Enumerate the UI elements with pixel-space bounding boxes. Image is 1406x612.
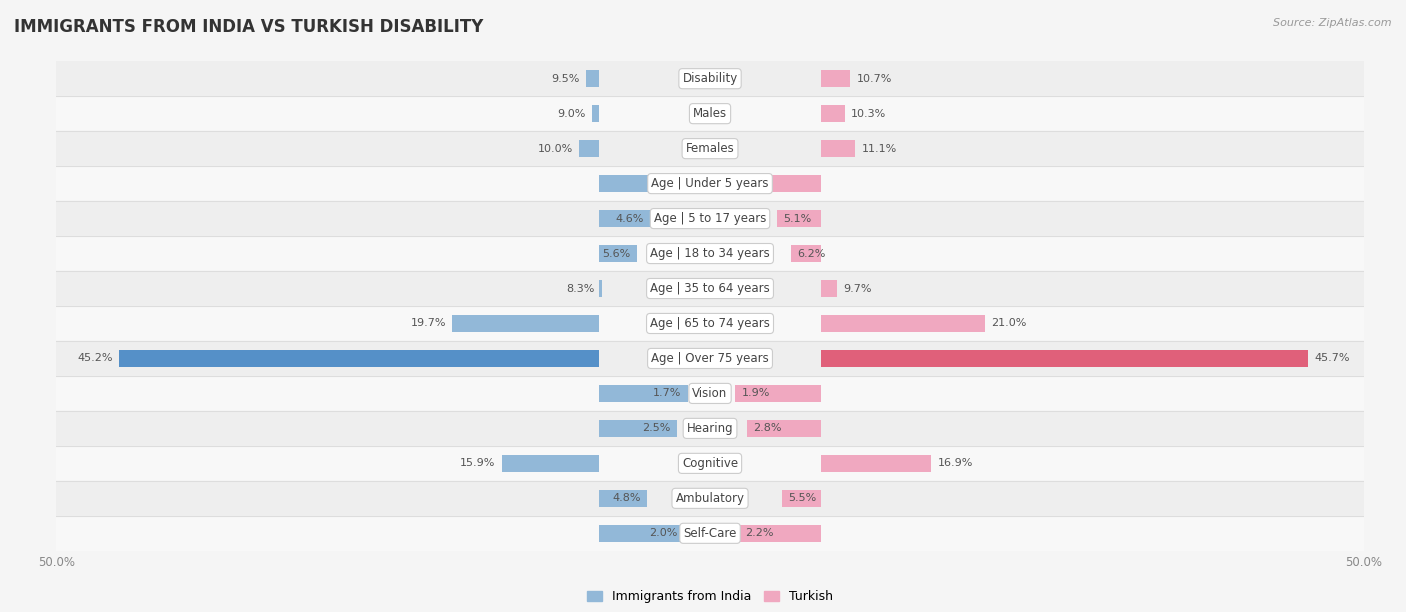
Text: 10.3%: 10.3% xyxy=(851,109,887,119)
Text: Females: Females xyxy=(686,142,734,155)
Text: 1.9%: 1.9% xyxy=(741,389,770,398)
Text: 9.5%: 9.5% xyxy=(551,73,579,84)
Text: Source: ZipAtlas.com: Source: ZipAtlas.com xyxy=(1274,18,1392,28)
Text: Age | 18 to 34 years: Age | 18 to 34 years xyxy=(650,247,770,260)
Bar xyxy=(56,411,1364,446)
Text: 1.0%: 1.0% xyxy=(662,179,690,188)
Bar xyxy=(56,341,1364,376)
Bar xyxy=(599,175,697,192)
Text: Ambulatory: Ambulatory xyxy=(675,492,745,505)
Text: 10.0%: 10.0% xyxy=(537,144,572,154)
Bar xyxy=(735,385,821,402)
Text: Age | Under 5 years: Age | Under 5 years xyxy=(651,177,769,190)
Bar xyxy=(821,280,837,297)
Text: IMMIGRANTS FROM INDIA VS TURKISH DISABILITY: IMMIGRANTS FROM INDIA VS TURKISH DISABIL… xyxy=(14,18,484,36)
Bar xyxy=(724,175,821,192)
Text: 4.6%: 4.6% xyxy=(614,214,644,223)
Bar xyxy=(56,201,1364,236)
Bar xyxy=(56,516,1364,551)
Bar xyxy=(453,315,599,332)
Bar xyxy=(599,420,678,437)
Text: 9.0%: 9.0% xyxy=(557,109,586,119)
Text: Age | 5 to 17 years: Age | 5 to 17 years xyxy=(654,212,766,225)
Text: Age | Over 75 years: Age | Over 75 years xyxy=(651,352,769,365)
Text: Age | 65 to 74 years: Age | 65 to 74 years xyxy=(650,317,770,330)
Text: 45.7%: 45.7% xyxy=(1315,354,1350,364)
Text: 5.5%: 5.5% xyxy=(789,493,817,503)
Bar xyxy=(56,131,1364,166)
Text: 2.2%: 2.2% xyxy=(745,528,773,539)
Text: Cognitive: Cognitive xyxy=(682,457,738,470)
Text: 6.2%: 6.2% xyxy=(797,248,825,258)
Text: 4.8%: 4.8% xyxy=(612,493,641,503)
Text: 2.5%: 2.5% xyxy=(643,424,671,433)
Text: Age | 35 to 64 years: Age | 35 to 64 years xyxy=(650,282,770,295)
Text: 15.9%: 15.9% xyxy=(460,458,495,468)
Text: Disability: Disability xyxy=(682,72,738,85)
Bar xyxy=(821,140,855,157)
Text: 19.7%: 19.7% xyxy=(411,318,446,329)
Bar xyxy=(56,271,1364,306)
Text: 2.0%: 2.0% xyxy=(650,528,678,539)
Bar xyxy=(56,376,1364,411)
Bar xyxy=(747,420,821,437)
Bar xyxy=(782,490,821,507)
Bar xyxy=(599,490,647,507)
Text: 45.2%: 45.2% xyxy=(77,354,112,364)
Bar xyxy=(821,70,851,88)
Text: 10.7%: 10.7% xyxy=(856,73,891,84)
Bar xyxy=(821,455,931,472)
Bar xyxy=(579,140,599,157)
Text: 1.7%: 1.7% xyxy=(652,389,682,398)
Text: 16.9%: 16.9% xyxy=(938,458,973,468)
Text: 21.0%: 21.0% xyxy=(991,318,1026,329)
Bar xyxy=(776,210,821,227)
Bar xyxy=(56,446,1364,481)
Text: Males: Males xyxy=(693,107,727,120)
Text: 5.6%: 5.6% xyxy=(602,248,630,258)
Bar xyxy=(56,306,1364,341)
Text: 1.1%: 1.1% xyxy=(731,179,759,188)
Bar xyxy=(792,245,821,263)
Bar xyxy=(821,349,1308,367)
Text: 8.3%: 8.3% xyxy=(567,283,595,294)
Text: Hearing: Hearing xyxy=(686,422,734,435)
Text: 11.1%: 11.1% xyxy=(862,144,897,154)
Bar xyxy=(56,481,1364,516)
Bar xyxy=(56,96,1364,131)
Text: Self-Care: Self-Care xyxy=(683,527,737,540)
Bar xyxy=(56,166,1364,201)
Bar xyxy=(586,70,599,88)
Bar xyxy=(120,349,599,367)
Bar xyxy=(599,245,637,263)
Bar xyxy=(502,455,599,472)
Text: Vision: Vision xyxy=(692,387,728,400)
Legend: Immigrants from India, Turkish: Immigrants from India, Turkish xyxy=(588,591,832,603)
Bar xyxy=(738,524,821,542)
Text: 9.7%: 9.7% xyxy=(844,283,872,294)
Bar xyxy=(599,210,650,227)
Bar xyxy=(821,315,984,332)
Bar xyxy=(56,236,1364,271)
Bar xyxy=(592,105,599,122)
Bar xyxy=(599,385,688,402)
Bar xyxy=(56,61,1364,96)
Bar xyxy=(821,105,845,122)
Bar xyxy=(599,280,602,297)
Text: 5.1%: 5.1% xyxy=(783,214,811,223)
Bar xyxy=(599,524,683,542)
Text: 2.8%: 2.8% xyxy=(754,424,782,433)
